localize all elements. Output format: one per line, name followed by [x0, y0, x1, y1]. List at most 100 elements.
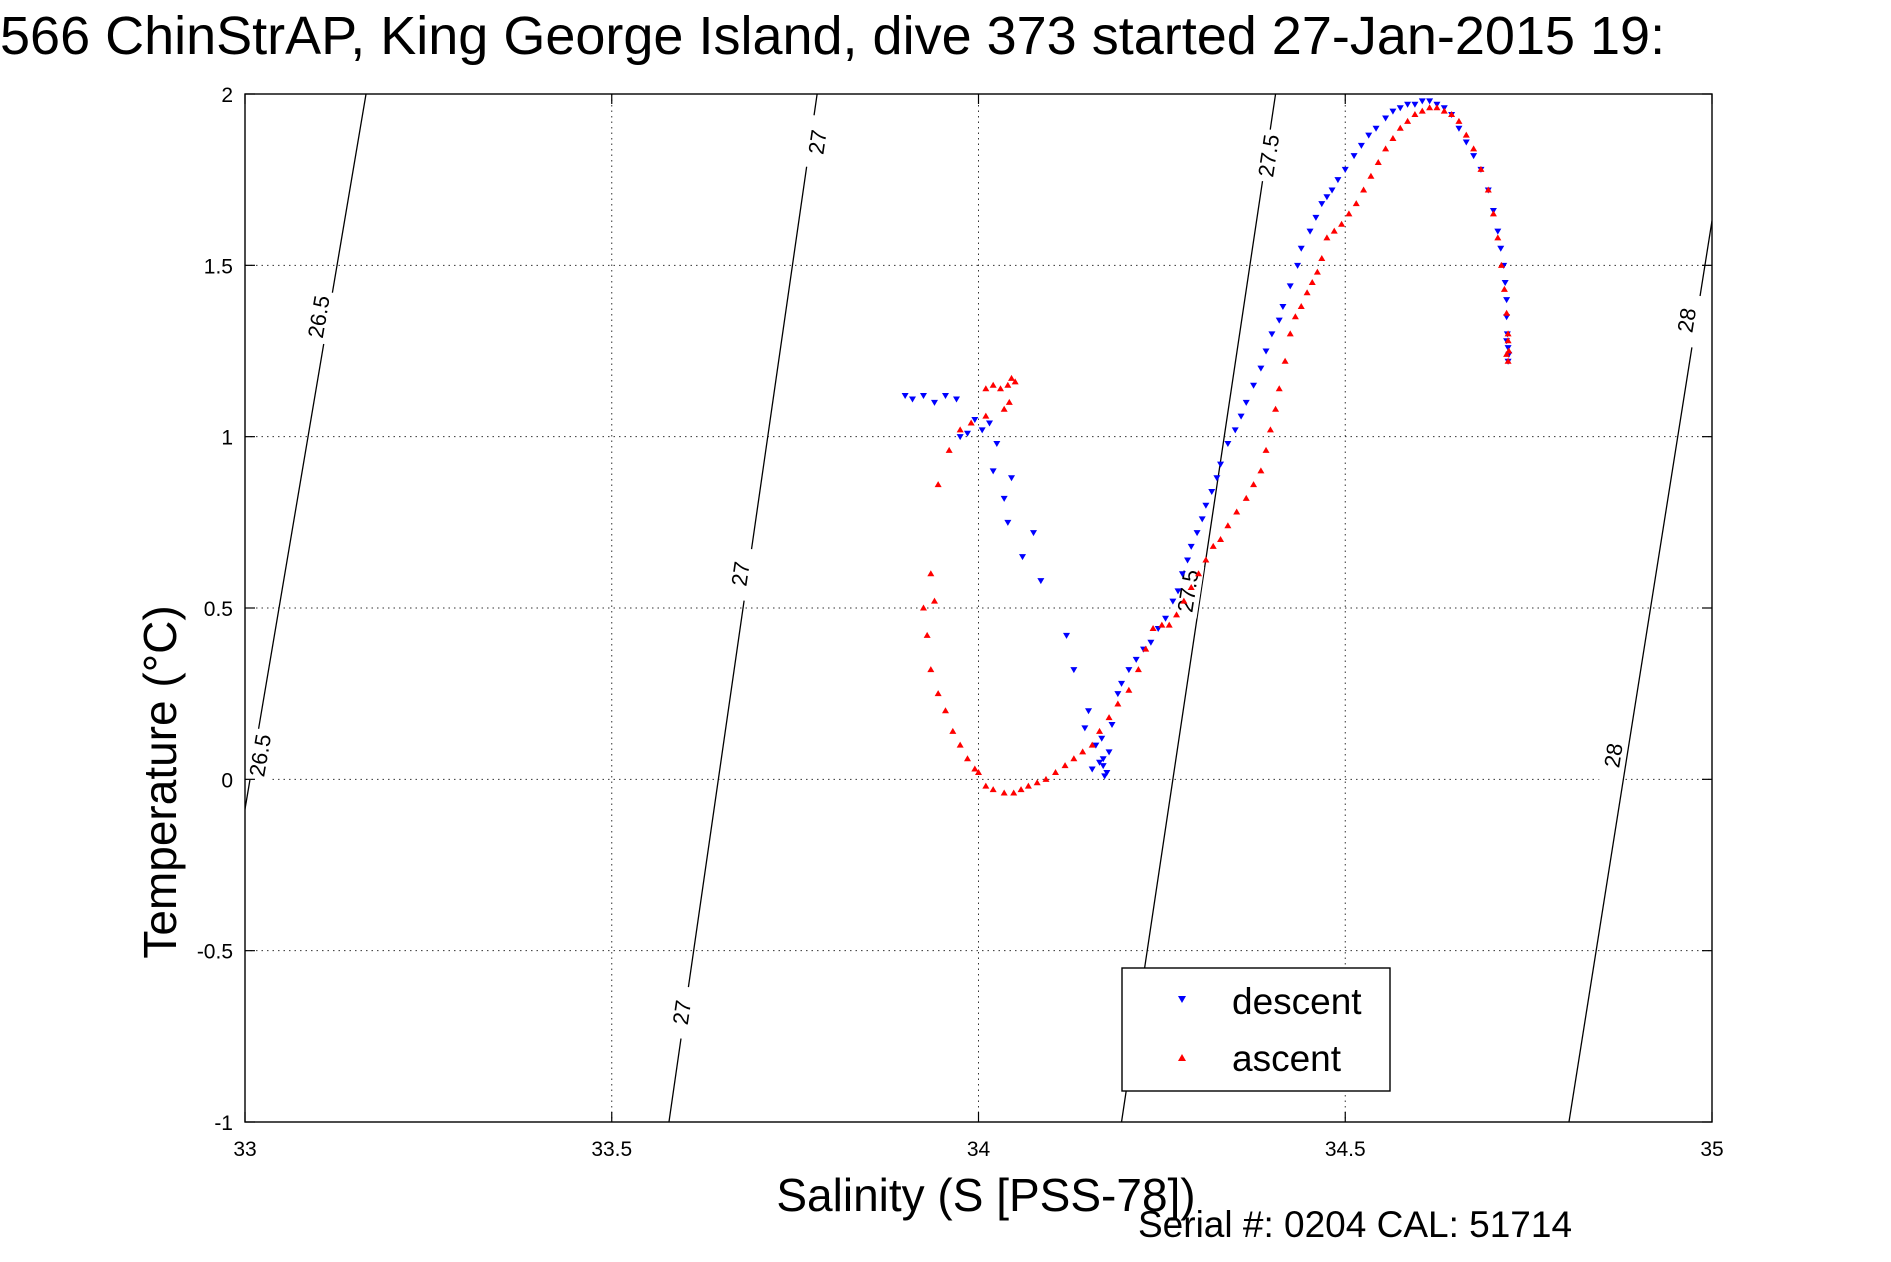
ascent-point	[1033, 779, 1041, 786]
ascent-point	[1297, 302, 1305, 309]
descent-point	[1294, 262, 1302, 269]
descent-point	[1004, 519, 1012, 526]
ascent-point	[1011, 378, 1019, 385]
y-tick-label: 1.5	[204, 255, 233, 278]
descent-point	[1096, 759, 1104, 766]
descent-point	[1008, 475, 1016, 482]
ascent-point	[1125, 686, 1133, 693]
ascent-point	[941, 707, 949, 714]
ascent-point	[1275, 385, 1283, 392]
ascent-point	[1017, 786, 1025, 793]
isopycnal-label: 27	[668, 999, 696, 1027]
ascent-point	[1503, 309, 1511, 316]
ascent-point	[1202, 556, 1210, 563]
descent-point	[956, 434, 964, 441]
descent-point	[1224, 441, 1232, 448]
ascent-point	[1500, 285, 1508, 292]
isopycnal-label: 28	[1599, 741, 1628, 769]
ascent-point	[1180, 597, 1188, 604]
descent-point	[1198, 516, 1206, 523]
ascent-point	[1042, 775, 1050, 782]
ascent-point	[1005, 398, 1013, 405]
ascent-point	[982, 412, 990, 419]
descent-point	[1187, 543, 1195, 550]
isopycnal-label-bg	[1669, 292, 1704, 348]
descent-point	[1334, 177, 1342, 184]
y-tick-label: -0.5	[197, 941, 233, 964]
ascent-point	[1233, 508, 1241, 515]
descent-point	[1070, 667, 1078, 674]
y-tick-label: 1	[221, 427, 233, 450]
ascent-point	[1105, 714, 1113, 721]
ascent-point	[923, 631, 931, 638]
ascent-point	[989, 786, 997, 793]
descent-point	[1099, 763, 1107, 770]
descent-point	[1504, 345, 1512, 352]
legend-ascent-label: ascent	[1232, 1038, 1342, 1079]
isopycnal-line	[245, 94, 367, 813]
descent-point	[1213, 475, 1221, 482]
ascent-point	[1462, 131, 1470, 138]
x-tick-label: 34.5	[1325, 1138, 1366, 1161]
descent-point	[1396, 105, 1404, 112]
ascent-point	[1224, 522, 1232, 529]
isopycnal-label-bg	[723, 546, 757, 602]
legend-ascent-marker	[1178, 1054, 1186, 1061]
ascent-point	[1494, 234, 1502, 241]
isopycnal-label-group: 27	[664, 984, 699, 1040]
isopycnal-line	[668, 94, 818, 1122]
isopycnal-label-group: 27.5	[1251, 128, 1285, 184]
descent-point	[989, 468, 997, 475]
descent-point	[1404, 101, 1412, 108]
descent-point	[930, 399, 938, 406]
descent-point	[1132, 656, 1140, 663]
ascent-point	[1173, 611, 1181, 618]
ascent-point	[1504, 357, 1512, 364]
legend-descent-label: descent	[1232, 981, 1362, 1022]
ascent-point	[1187, 583, 1195, 590]
ascent-point	[982, 385, 990, 392]
grid-lines	[245, 94, 1712, 1122]
descent-point	[1231, 427, 1239, 434]
descent-point	[1099, 756, 1107, 763]
ascent-point	[1477, 165, 1485, 172]
ascent-point	[1008, 374, 1016, 381]
descent-point	[963, 430, 971, 437]
descent-point	[1494, 228, 1502, 235]
descent-point	[971, 417, 979, 424]
ascent-point	[945, 446, 953, 453]
isopycnal-line	[1568, 220, 1712, 1122]
ascent-point	[1323, 234, 1331, 241]
ascent-point	[1433, 104, 1441, 111]
isopycnal-label-bg	[664, 984, 699, 1040]
descent-point	[1202, 502, 1210, 509]
ascent-point	[1404, 117, 1412, 124]
ascent-point	[934, 481, 942, 488]
descent-point	[1328, 187, 1336, 194]
isopycnal-label: 28	[1673, 306, 1702, 334]
ascent-point	[1418, 107, 1426, 114]
descent-point	[1237, 413, 1245, 420]
descent-point	[1341, 166, 1349, 173]
descent-point	[1193, 530, 1201, 537]
legend-descent-marker	[1178, 996, 1186, 1003]
descent-point	[1108, 722, 1116, 729]
ascent-point	[1070, 755, 1078, 762]
ascent-point	[1338, 220, 1346, 227]
ascent-point	[927, 570, 935, 577]
ascent-point	[1303, 289, 1311, 296]
descent-point	[1497, 245, 1505, 252]
data-points	[901, 98, 1513, 796]
descent-point	[1098, 735, 1106, 742]
descent-point	[1318, 201, 1326, 208]
ascent-point	[1291, 313, 1299, 320]
descent-point	[1382, 115, 1390, 122]
isopycnal-label: 27	[804, 128, 832, 156]
descent-point	[1470, 153, 1478, 160]
ascent-point	[1360, 186, 1368, 193]
ascent-point	[927, 666, 935, 673]
descent-point	[1162, 615, 1170, 622]
ascent-point	[1308, 278, 1316, 285]
ascent-point	[956, 741, 964, 748]
isopycnal-label-group: 26.5	[245, 727, 277, 784]
